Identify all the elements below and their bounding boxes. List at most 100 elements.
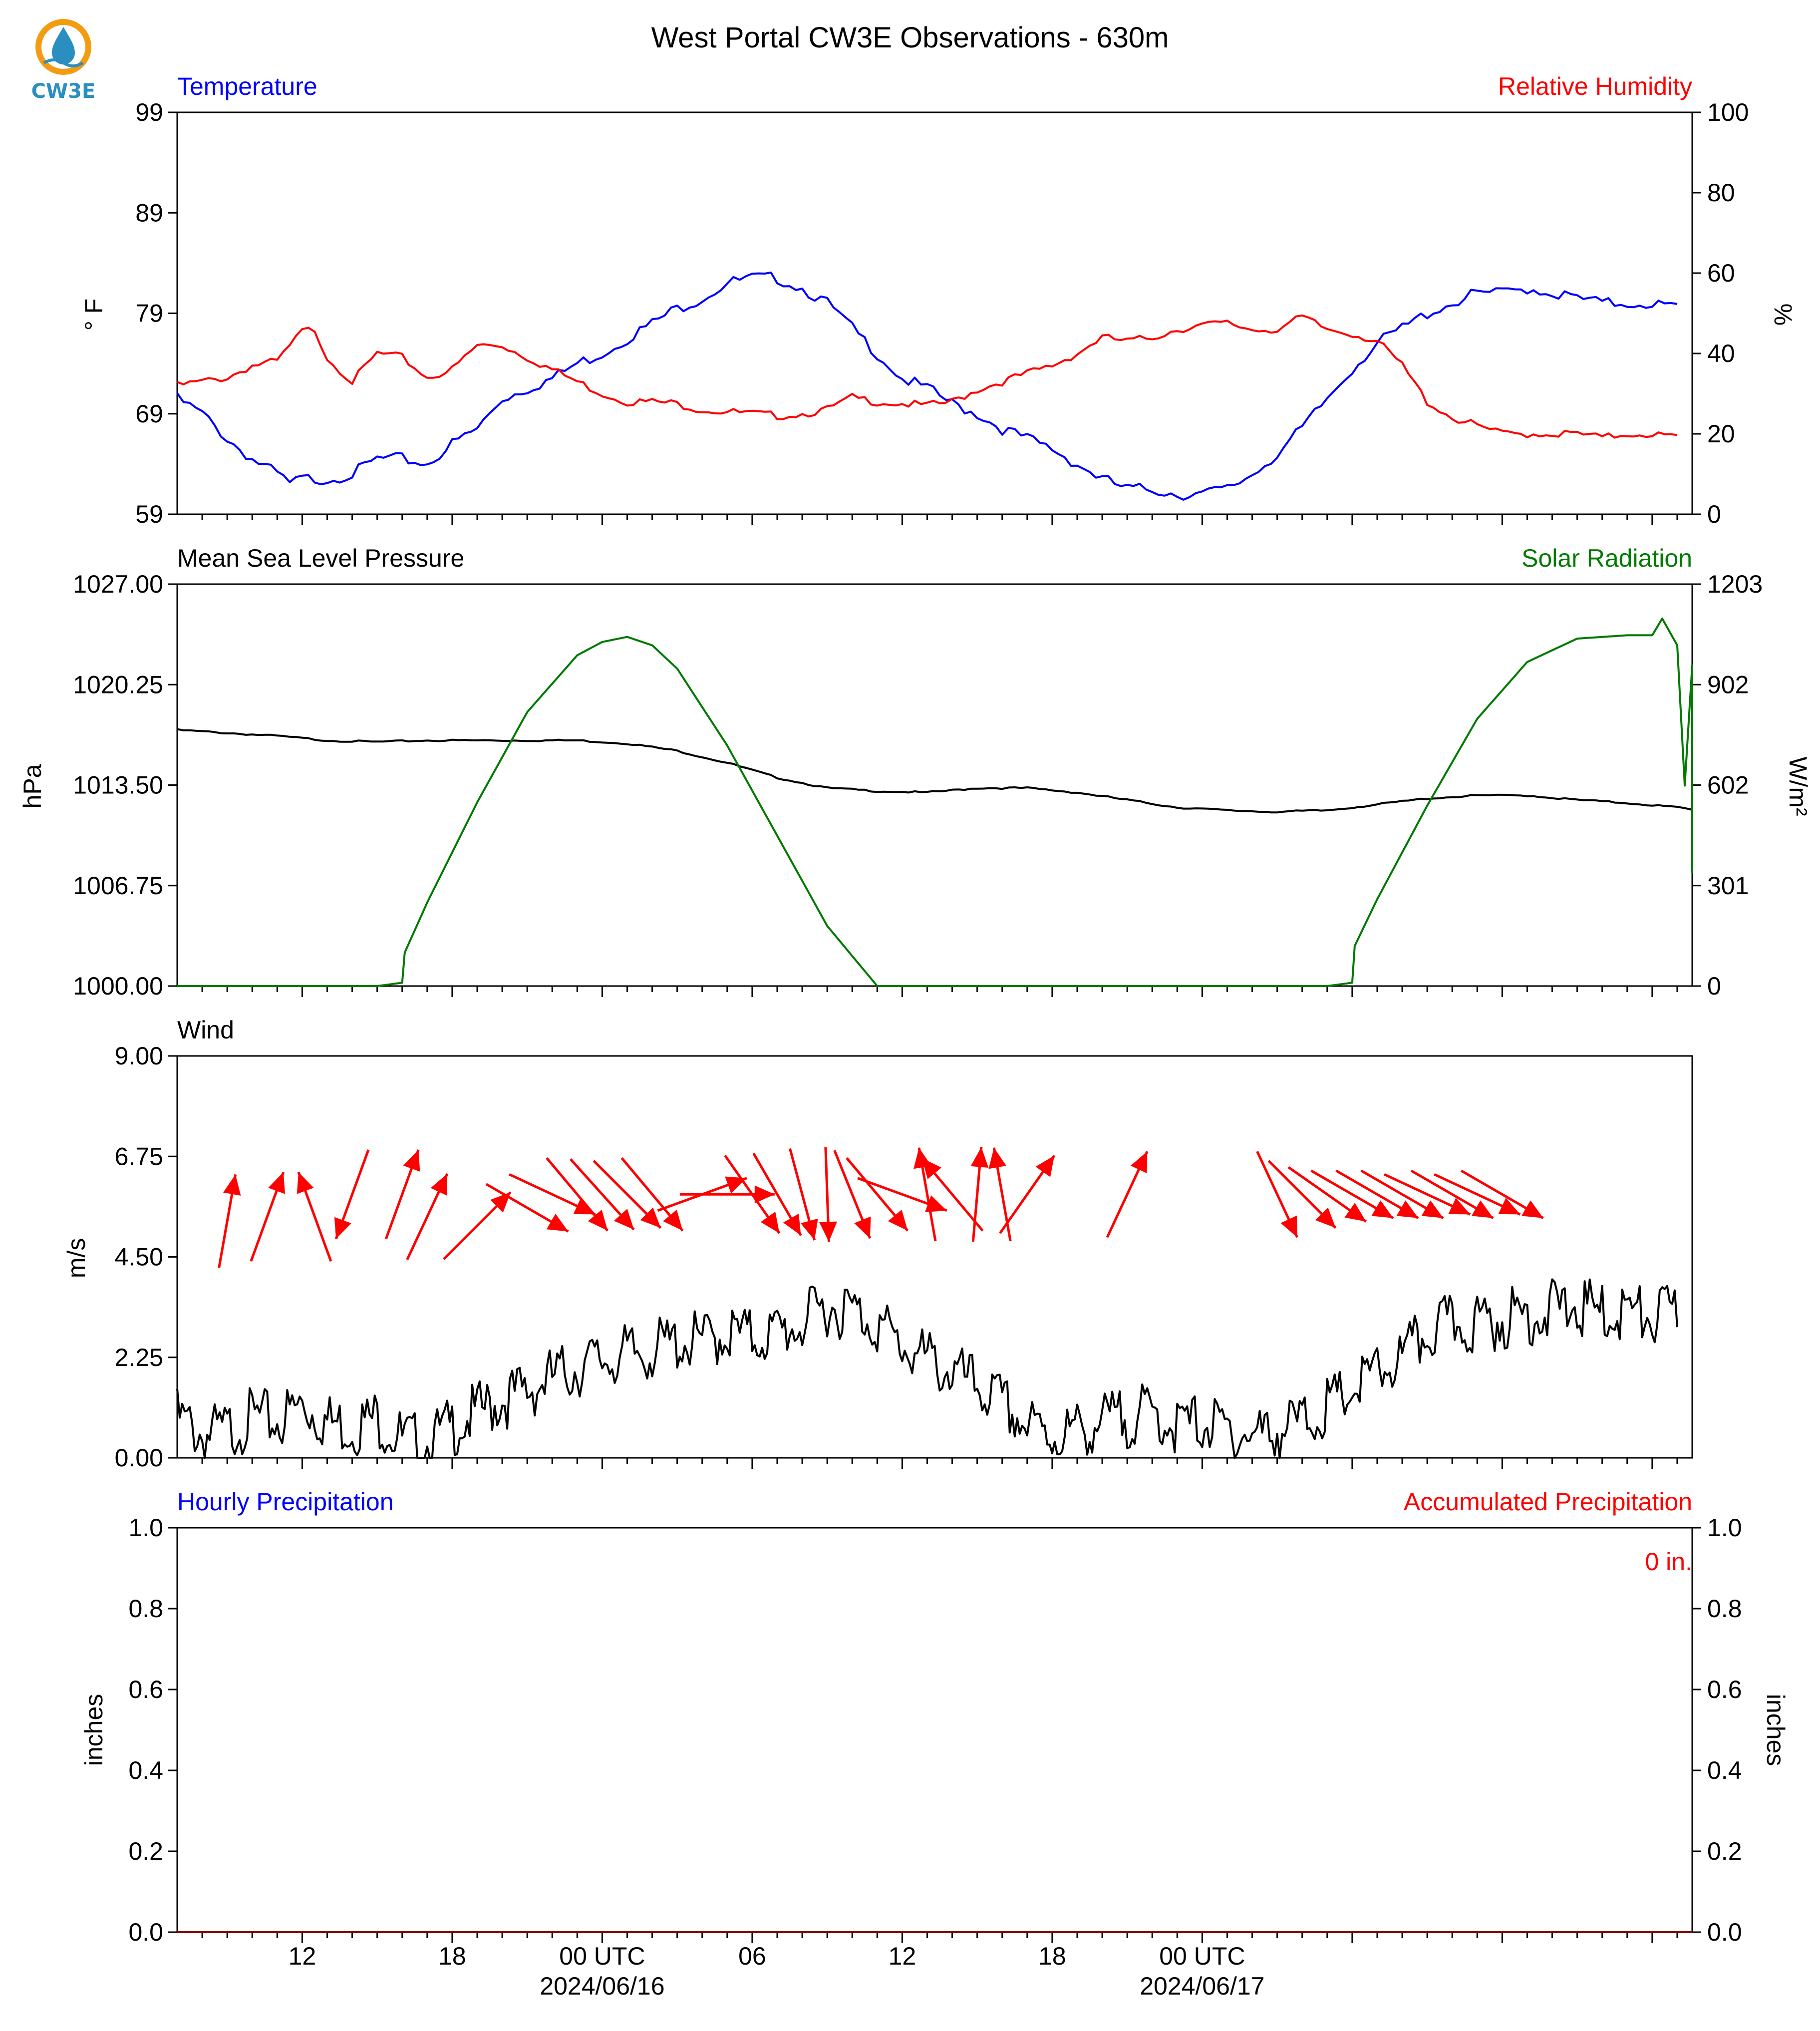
y-tick-label: 0.6 [128,1676,163,1703]
cw3e-logo [35,19,91,75]
y-tick-label: 79 [135,300,163,328]
wind-arrow-head [1315,1207,1336,1228]
precip-right-unit-label: inches [1762,1694,1790,1766]
wind-arrow-head [490,1192,511,1213]
y2-tick-label: 60 [1707,259,1735,287]
temperature-label: Temperature [177,72,317,100]
y-tick-label: 59 [135,500,163,528]
y2-tick-label: 0 [1707,500,1721,528]
y-tick-label: 99 [135,98,163,126]
pressure-unit-label: hPa [18,764,46,808]
wind-arrow-head [223,1174,241,1196]
wind-arrow-head [921,1158,941,1179]
y2-tick-label: 40 [1707,339,1735,367]
y-tick-label: 0.4 [128,1756,163,1784]
temp-unit-label: ° F [80,299,108,331]
wind-arrow-head [663,1209,683,1231]
wind-arrow-head [430,1173,447,1196]
y-tick-label: 1020.25 [73,671,163,698]
wind-arrow-head [268,1172,286,1194]
y2-tick-label: 0.0 [1707,1918,1742,1946]
y-tick-label: 1.0 [128,1514,163,1542]
x-date-label: 2024/06/17 [1140,1972,1264,2000]
accum-precip-label: Accumulated Precipitation [1404,1488,1692,1516]
y-tick-label: 2.25 [115,1344,163,1371]
wind-arrow-head [783,1213,801,1236]
wind-arrow-head [854,1216,871,1239]
chart-title: West Portal CW3E Observations - 630m [651,21,1169,54]
y-tick-label: 0.00 [115,1444,163,1472]
wind-arrow-head [588,1209,608,1231]
wind-arrow-head [640,1207,661,1228]
precip-total-label: 0 in. [1645,1548,1692,1576]
x-tick-label: 00 UTC [559,1942,645,1970]
y-tick-label: 4.50 [115,1243,163,1271]
plot-frame [176,1527,1693,1933]
wind-arrow-head [1396,1200,1419,1218]
wind-arrow-head [1448,1198,1471,1215]
x-tick-label: 18 [438,1942,466,1970]
wind-arrow-head [1371,1200,1394,1218]
y2-tick-label: 902 [1707,671,1749,698]
plot-frame [176,1055,1693,1459]
y2-tick-label: 1.0 [1707,1514,1742,1542]
y-tick-label: 0.2 [128,1837,163,1865]
x-tick-label: 12 [889,1942,916,1970]
wind-arrow-head [1131,1151,1148,1174]
y2-tick-label: 602 [1707,771,1749,799]
y-tick-label: 69 [135,400,163,428]
solar-line [177,617,1693,987]
pressure-label: Mean Sea Level Pressure [177,544,464,572]
logo-text: CW3E [31,80,96,103]
wind-label: Wind [177,1016,234,1044]
wind-speed-line [176,1278,1678,1459]
y-tick-label: 6.75 [115,1142,163,1170]
hourly-precip-label: Hourly Precipitation [177,1488,394,1516]
wind-arrow-head [297,1172,314,1194]
x-tick-label: 00 UTC [1159,1942,1245,1970]
x-tick-label: 18 [1038,1942,1066,1970]
wind-arrow-head [970,1147,989,1168]
wind-arrow-head [1280,1215,1297,1238]
wind-arrow-head [819,1221,838,1242]
y2-tick-label: 0.4 [1707,1756,1742,1784]
y-tick-label: 1006.75 [73,872,163,900]
temperature-line [176,271,1678,501]
y-tick-label: 9.00 [115,1042,163,1070]
wind-arrow-head [546,1214,569,1232]
solar-unit-label: W/m² [1784,756,1812,816]
y2-tick-label: 0.8 [1707,1595,1742,1623]
y2-tick-label: 1203 [1707,570,1763,598]
wind-arrow-head [1421,1200,1444,1218]
y-tick-label: 0.8 [128,1595,163,1623]
logo-wave-icon [43,58,84,67]
rh-unit-label: % [1769,304,1797,326]
humidity-label: Relative Humidity [1498,72,1692,100]
wind-arrow-head [613,1209,634,1230]
wind-arrow-head [800,1218,818,1241]
logo-drop-icon [52,27,75,64]
wind-arrow-head [1344,1203,1366,1222]
y-tick-label: 1000.00 [73,972,163,1000]
solar-label: Solar Radiation [1521,544,1692,572]
y2-tick-label: 0.2 [1707,1837,1742,1865]
humidity-line [177,314,1678,439]
y2-tick-label: 0.6 [1707,1676,1742,1703]
pressure-line [177,728,1693,832]
wind-arrow-head [988,1147,1006,1169]
y-tick-label: 89 [135,199,163,227]
y2-tick-label: 20 [1707,420,1735,448]
wind-arrow-head [1521,1200,1543,1218]
wind-arrow-head [1498,1198,1520,1215]
y2-tick-label: 0 [1707,972,1721,1000]
y-tick-label: 1013.50 [73,771,163,799]
wind-arrow-head [888,1209,908,1231]
wind-arrow-head [1035,1155,1055,1177]
y2-tick-label: 80 [1707,179,1735,207]
wind-unit-label: m/s [62,1238,90,1279]
y-tick-label: 0.0 [128,1918,163,1946]
precip-left-unit-label: inches [80,1694,108,1766]
y2-tick-label: 100 [1707,98,1749,126]
wind-arrow-head [760,1212,780,1234]
